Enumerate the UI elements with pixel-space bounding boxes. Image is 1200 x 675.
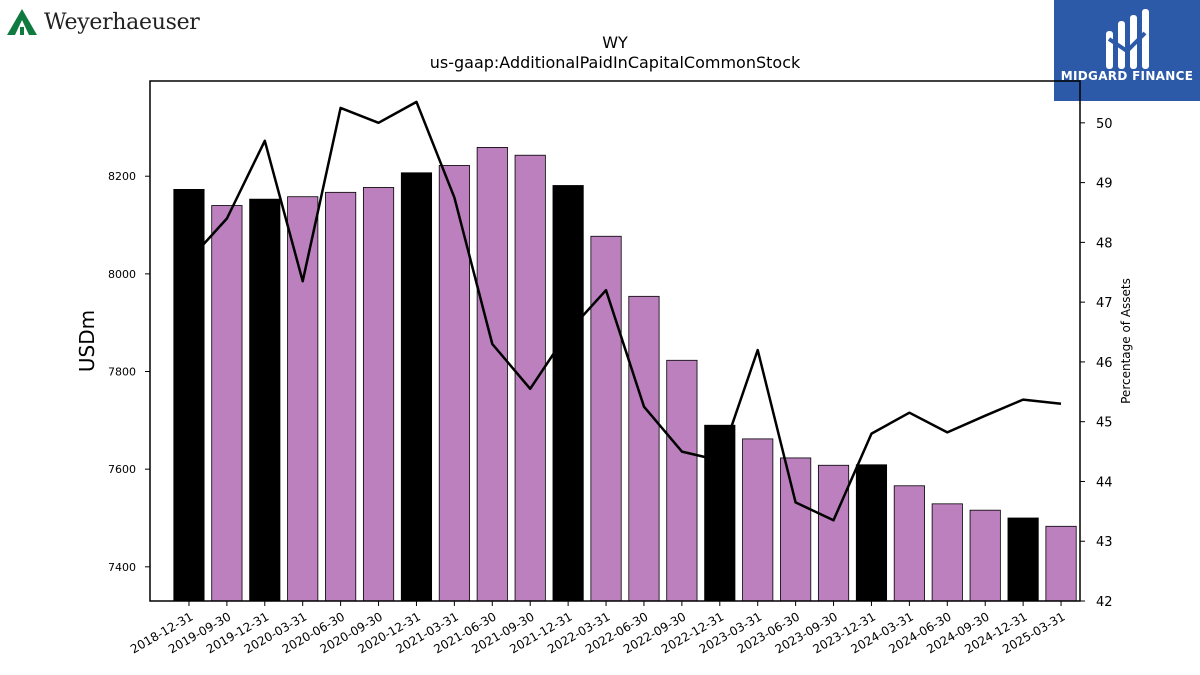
y-axis-label: USDm — [75, 310, 99, 372]
bar-annual — [173, 188, 205, 602]
bar-quarter — [780, 457, 812, 602]
bar-quarter — [893, 485, 925, 602]
y2-tick-label: 45 — [1096, 416, 1113, 431]
y2-tick-label: 43 — [1096, 535, 1113, 550]
midgard-m-icon — [1106, 9, 1149, 69]
bar-quarter — [438, 165, 470, 602]
bar-quarter — [287, 196, 319, 602]
bar-quarter — [817, 464, 850, 602]
bar-quarter — [628, 295, 660, 602]
bar-quarter — [325, 191, 357, 602]
midgard-finance-logo: MIDGARD FINANCE — [1054, 0, 1200, 101]
bar-quarter — [666, 359, 698, 602]
y-tick-label: 7400 — [108, 561, 136, 574]
sponsor-name: MIDGARD FINANCE — [1060, 69, 1194, 83]
y-tick-label: 8000 — [108, 268, 136, 281]
y2-tick-label: 49 — [1096, 177, 1113, 192]
bar-annual — [855, 464, 888, 602]
bar-annual — [552, 185, 584, 602]
y-tick-label: 8200 — [108, 170, 136, 183]
bar-quarter — [969, 509, 1001, 602]
bar-quarter — [362, 187, 395, 602]
y-tick-label: 7800 — [108, 366, 136, 379]
chart-title: WY — [602, 33, 628, 52]
chart-subtitle: us-gaap:AdditionalPaidInCapitalCommonSto… — [430, 53, 801, 72]
bar-annual — [704, 424, 736, 602]
y2-tick-label: 44 — [1096, 475, 1113, 490]
tree-icon — [7, 9, 37, 35]
y2-tick-label: 47 — [1096, 296, 1113, 311]
bar-annual — [1007, 517, 1039, 602]
percentage-line — [188, 100, 1062, 522]
bar-quarter — [931, 503, 963, 602]
y2-tick-label: 50 — [1096, 117, 1113, 132]
y2-tick-label: 42 — [1096, 595, 1113, 610]
y-tick-label: 7600 — [108, 463, 136, 476]
bar-quarter — [1045, 525, 1077, 602]
bar-quarter — [211, 205, 243, 602]
y2-tick-label: 46 — [1096, 356, 1113, 371]
bar-quarter — [476, 147, 508, 602]
bar-quarter — [742, 438, 774, 602]
bar-annual — [249, 198, 281, 602]
bar-annual — [400, 172, 433, 602]
plot-frame — [149, 80, 1081, 602]
company-name: Weyerhaeuser — [44, 9, 200, 35]
weyerhaeuser-logo: Weyerhaeuser — [6, 6, 200, 38]
y2-axis-label: Percentage of Assets — [1119, 278, 1133, 404]
y2-tick-label: 48 — [1096, 236, 1113, 251]
